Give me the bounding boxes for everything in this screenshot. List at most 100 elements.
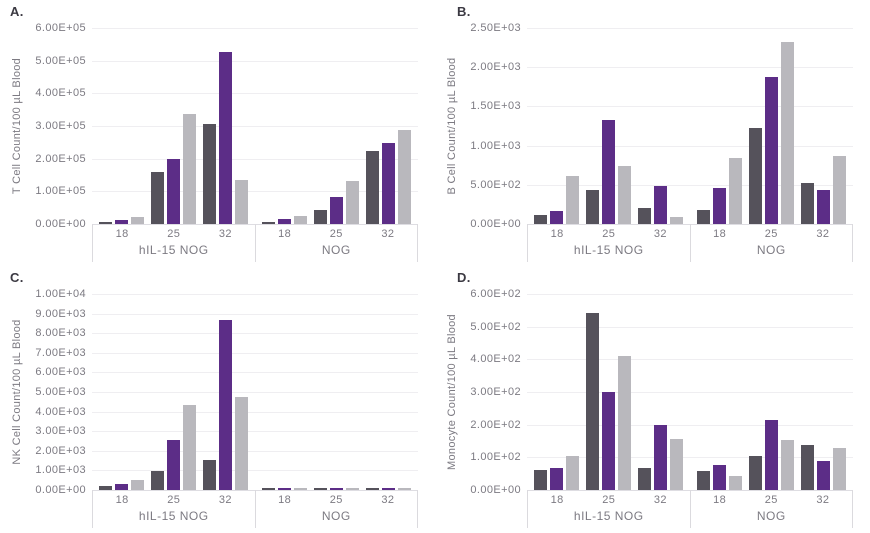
gridline bbox=[527, 145, 853, 147]
bar-dark-gray-hil-15-nog-18 bbox=[99, 221, 112, 224]
bar-purple-hil-15-nog-18 bbox=[115, 220, 128, 224]
y-tick-label: 1.50E+03 bbox=[470, 100, 521, 113]
x-category-label: 18 bbox=[550, 494, 564, 506]
x-group-label-hil-15-nog: hIL-15 NOG bbox=[573, 243, 644, 257]
bar-light-gray-hil-15-nog-18 bbox=[566, 176, 579, 224]
bar-cluster-hil-15-nog-week-25 bbox=[151, 294, 196, 490]
gridline bbox=[92, 60, 418, 62]
bar-light-gray-hil-15-nog-18 bbox=[131, 216, 144, 224]
x-category-labels: 18 25 32 bbox=[93, 224, 255, 240]
x-axis-group-nog: 18 25 32 NOG bbox=[689, 490, 853, 528]
bar-purple-nog-25 bbox=[765, 419, 778, 490]
bar-cluster-hil-15-nog-week-32 bbox=[638, 28, 683, 224]
bar-group-hil-15-nog bbox=[527, 28, 690, 224]
bar-purple-hil-15-nog-32 bbox=[219, 51, 232, 224]
x-group-label-hil-15-nog: hIL-15 NOG bbox=[573, 509, 644, 523]
bar-cluster-nog-week-32 bbox=[801, 28, 846, 224]
panel-letter-label-c: C. bbox=[10, 270, 24, 285]
bar-light-gray-nog-32 bbox=[833, 447, 846, 490]
gridline bbox=[92, 126, 418, 127]
panel-letter-label-a: A. bbox=[10, 4, 24, 19]
x-axis-group-hil-15-nog: 18 25 32 hIL-15 NOG bbox=[92, 490, 255, 528]
x-category-label: 18 bbox=[115, 228, 129, 240]
x-category-labels: 18 25 32 bbox=[256, 490, 418, 506]
x-category-label: 32 bbox=[816, 228, 830, 240]
bar-purple-nog-25 bbox=[330, 196, 343, 224]
bar-dark-gray-nog-25 bbox=[749, 127, 762, 224]
x-axis-group-nog: 18 25 32 NOG bbox=[689, 224, 853, 262]
y-tick-label: 1.00E+05 bbox=[35, 185, 86, 198]
bar-light-gray-hil-15-nog-32 bbox=[670, 439, 683, 490]
y-tick-label: 0.00E+00 bbox=[470, 484, 521, 496]
bar-purple-nog-25 bbox=[765, 77, 778, 224]
gridline bbox=[92, 411, 418, 413]
bar-group-nog bbox=[255, 294, 418, 490]
y-tick-label: 7.00E+03 bbox=[35, 346, 86, 359]
x-category-label: 18 bbox=[115, 494, 129, 506]
bar-purple-hil-15-nog-32 bbox=[654, 185, 667, 224]
bar-cluster-hil-15-nog-week-18 bbox=[534, 28, 579, 224]
chart-panel-a: A. T Cell Count/100 µL Blood 6.00E+05 5.00E… bbox=[0, 0, 435, 266]
x-category-label: 25 bbox=[167, 228, 181, 240]
bars-layer bbox=[527, 294, 853, 490]
gridline bbox=[92, 158, 418, 160]
bar-purple-nog-32 bbox=[382, 488, 395, 490]
bar-dark-gray-nog-25 bbox=[314, 209, 327, 224]
x-group-label-hil-15-nog: hIL-15 NOG bbox=[138, 509, 209, 523]
gridline bbox=[92, 392, 418, 393]
bar-cluster-nog-week-18 bbox=[262, 28, 307, 224]
y-axis-tick-labels: 1.00E+04 9.00E+03 8.00E+03 7.00E+03 6.00E+03… bbox=[0, 288, 86, 496]
bar-cluster-hil-15-nog-week-25 bbox=[586, 28, 631, 224]
y-tick-label: 6.00E+03 bbox=[35, 366, 86, 379]
plot-area bbox=[527, 294, 853, 491]
x-category-labels: 18 25 32 bbox=[528, 490, 690, 506]
y-tick-label: 8.00E+03 bbox=[35, 327, 86, 340]
plot-area bbox=[92, 294, 418, 491]
bar-cluster-hil-15-nog-week-32 bbox=[638, 294, 683, 490]
bar-cluster-nog-week-25 bbox=[314, 294, 359, 490]
bar-dark-gray-hil-15-nog-32 bbox=[203, 124, 216, 224]
bar-cluster-nog-week-32 bbox=[366, 28, 411, 224]
chart-panel-b: B. B Cell Count/100 µL Blood 2.50E+03 2.00E… bbox=[435, 0, 870, 266]
bar-cluster-hil-15-nog-week-25 bbox=[151, 28, 196, 224]
bar-dark-gray-nog-32 bbox=[801, 183, 814, 224]
bar-purple-hil-15-nog-25 bbox=[602, 392, 615, 490]
gridline bbox=[92, 313, 418, 315]
x-axis-group-nog: 18 25 32 NOG bbox=[254, 490, 418, 528]
bar-light-gray-hil-15-nog-18 bbox=[131, 479, 144, 490]
bar-purple-nog-32 bbox=[817, 189, 830, 224]
y-tick-label: 6.00E+02 bbox=[470, 288, 521, 300]
plot-area bbox=[92, 28, 418, 225]
bar-group-nog bbox=[690, 294, 853, 490]
bar-light-gray-hil-15-nog-25 bbox=[618, 355, 631, 490]
bar-cluster-nog-week-25 bbox=[749, 294, 794, 490]
x-category-label: 25 bbox=[167, 494, 181, 506]
bar-cluster-hil-15-nog-week-18 bbox=[99, 294, 144, 490]
x-category-label: 32 bbox=[218, 228, 232, 240]
x-axis: 18 25 32 hIL-15 NOG 18 25 32 NOG bbox=[527, 490, 853, 528]
gridline bbox=[92, 372, 418, 374]
bar-dark-gray-nog-18 bbox=[697, 209, 710, 224]
x-category-label: 18 bbox=[278, 228, 292, 240]
bar-cluster-nog-week-18 bbox=[697, 294, 742, 490]
gridline bbox=[92, 28, 418, 29]
bar-dark-gray-nog-32 bbox=[366, 150, 379, 224]
y-tick-label: 3.00E+02 bbox=[470, 386, 521, 398]
gridline bbox=[527, 184, 853, 186]
x-category-label: 18 bbox=[550, 228, 564, 240]
panel-letter-label-d: D. bbox=[457, 270, 471, 285]
gridline bbox=[527, 424, 853, 426]
bar-purple-nog-18 bbox=[713, 187, 726, 224]
x-category-label: 18 bbox=[713, 228, 727, 240]
bar-light-gray-hil-15-nog-32 bbox=[235, 179, 248, 224]
bar-purple-hil-15-nog-25 bbox=[167, 159, 180, 224]
y-tick-label: 2.00E+03 bbox=[35, 444, 86, 457]
panel-letter-label-b: B. bbox=[457, 4, 471, 19]
bar-purple-nog-18 bbox=[278, 219, 291, 224]
bar-dark-gray-hil-15-nog-32 bbox=[638, 468, 651, 490]
gridline bbox=[527, 457, 853, 459]
bar-group-nog bbox=[690, 28, 853, 224]
bars-layer bbox=[92, 294, 418, 490]
y-tick-label: 5.00E+02 bbox=[470, 320, 521, 333]
y-tick-label: 1.00E+03 bbox=[470, 139, 521, 152]
